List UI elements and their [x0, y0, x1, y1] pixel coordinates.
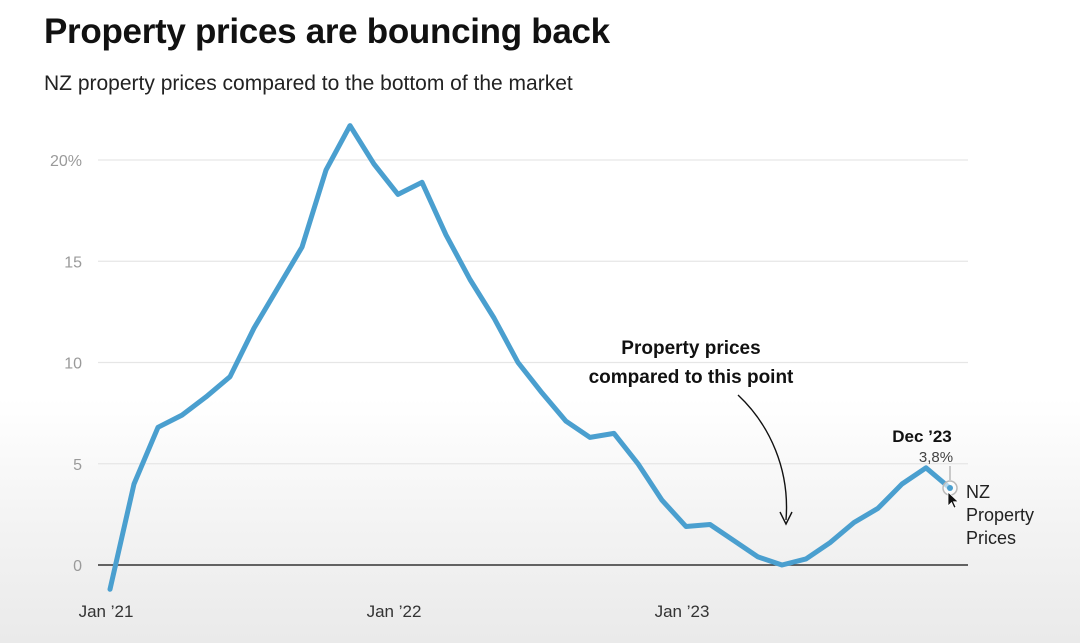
chart-subtitle: NZ property prices compared to the botto… — [44, 72, 573, 95]
series-name-label: Property — [966, 505, 1034, 525]
annotation-text: Property prices — [621, 338, 760, 359]
annotation-group: Property prices compared to this point — [589, 338, 794, 526]
x-tick-label: Jan ’21 — [79, 602, 134, 621]
chart-title: Property prices are bouncing back — [44, 12, 610, 51]
series-name-label: Prices — [966, 528, 1016, 548]
annotation-arrowhead — [779, 511, 793, 526]
y-tick-label: 20% — [50, 153, 82, 170]
x-tick-label: Jan ’23 — [655, 602, 710, 621]
y-tick-label: 10 — [64, 356, 82, 373]
y-axis-ticks: 0 5 10 15 20% — [50, 153, 82, 575]
end-date-label: Dec ’23 — [892, 427, 952, 446]
gridlines — [98, 159, 968, 566]
y-tick-label: 15 — [64, 254, 82, 271]
mouse-cursor-icon — [947, 491, 960, 509]
y-tick-label: 5 — [73, 457, 82, 474]
y-tick-label: 0 — [73, 558, 82, 575]
series-group — [107, 123, 960, 592]
annotation-text: compared to this point — [589, 367, 794, 388]
end-label-group: Dec ’23 3,8% NZ Property Prices — [892, 427, 1034, 548]
series-name-label: NZ — [966, 482, 990, 502]
x-tick-label: Jan ’22 — [367, 602, 422, 621]
end-value-label: 3,8% — [919, 449, 953, 466]
series-line-nz-property-prices — [107, 123, 953, 592]
annotation-arrow — [737, 394, 788, 521]
end-point-dot — [947, 485, 953, 492]
x-axis-ticks: Jan ’21 Jan ’22 Jan ’23 — [79, 602, 710, 621]
